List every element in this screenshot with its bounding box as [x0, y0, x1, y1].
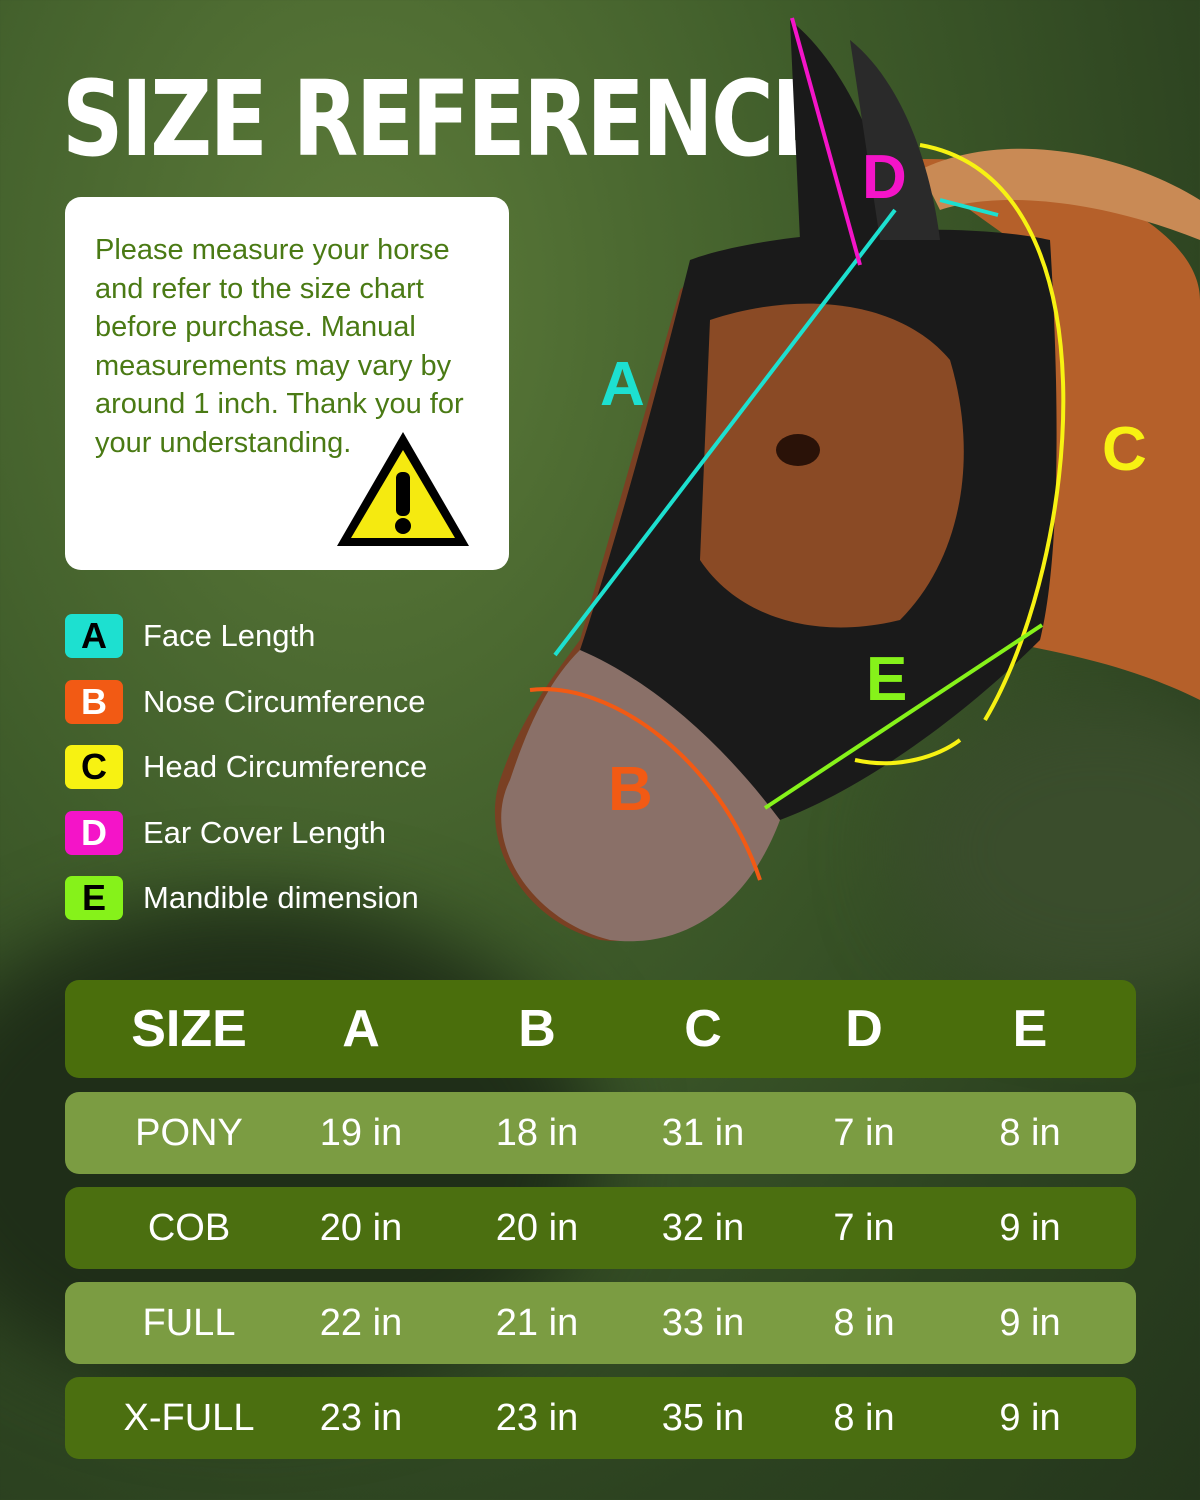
arrow-a [553, 208, 897, 657]
table-cell: FULL [142, 1301, 236, 1344]
table-cell: 9 in [999, 1206, 1061, 1249]
legend-badge: D [65, 810, 123, 855]
legend-label: Mandible dimension [143, 880, 419, 915]
table-cell: A [342, 1000, 380, 1058]
horse-eye [776, 434, 820, 466]
label-c: C [1102, 415, 1147, 484]
horse-diagram: A B C D E [494, 17, 1200, 942]
legend-label: Face Length [143, 618, 316, 653]
table-cell: 7 in [833, 1206, 895, 1249]
table-cell: E [1012, 1000, 1048, 1058]
notice-text: Please measure your horse and refer to t… [95, 234, 464, 459]
arrow-e [763, 623, 1044, 810]
table-cell: 8 in [999, 1111, 1061, 1154]
legend-item-e: E Mandible dimension [65, 876, 419, 920]
legend-badge: B [65, 679, 123, 724]
arrow-c-lower [854, 738, 962, 766]
table-row: PONY 19 in 18 in 31 in 7 in 8 in [65, 1092, 1136, 1174]
label-e: E [866, 645, 907, 714]
table-header: SIZE A B C D E [65, 980, 1136, 1078]
table-cell: 19 in [319, 1111, 403, 1154]
table-row: COB 20 in 20 in 32 in 7 in 9 in [65, 1187, 1136, 1269]
label-b: B [608, 755, 653, 824]
table-cell: 35 in [661, 1396, 745, 1439]
legend-label: Head Circumference [143, 749, 428, 784]
table-cell: 33 in [661, 1301, 745, 1344]
table-cell: SIZE [131, 1000, 247, 1058]
table-cell: 21 in [495, 1301, 579, 1344]
label-a: A [600, 350, 645, 419]
table-cell: 23 in [319, 1396, 403, 1439]
table-row: X-FULL 23 in 23 in 35 in 8 in 9 in [65, 1377, 1136, 1459]
table-cell: 7 in [833, 1111, 895, 1154]
legend-item-c: C Head Circumference [65, 745, 427, 789]
ear-right [850, 40, 940, 240]
table-cell: PONY [135, 1111, 243, 1154]
legend-badge: A [65, 614, 123, 658]
horse-nose [501, 650, 780, 942]
legend-label: Nose Circumference [143, 683, 426, 719]
table-cell: X-FULL [123, 1396, 255, 1439]
table-cell: COB [147, 1206, 231, 1249]
table-cell: 18 in [495, 1111, 579, 1154]
legend-badge: E [65, 876, 123, 920]
table-cell: 31 in [661, 1111, 745, 1154]
table-cell: 20 in [495, 1206, 579, 1249]
table-cell: 23 in [495, 1396, 579, 1439]
page-title: SIZE REFERENCE [62, 58, 830, 180]
label-d: D [862, 143, 907, 212]
legend-item-a: A Face Length [65, 614, 315, 658]
warning-icon [337, 432, 469, 546]
table-cell: C [684, 1000, 722, 1058]
legend-label: Ear Cover Length [143, 814, 386, 850]
table-cell: 9 in [999, 1396, 1061, 1439]
legend-item-b: B Nose Circumference [65, 679, 426, 724]
table-cell: 8 in [833, 1396, 895, 1439]
arrow-a-top [939, 198, 999, 217]
table-cell: 8 in [833, 1301, 895, 1344]
horse-mane [920, 148, 1200, 240]
table-cell: 22 in [319, 1301, 403, 1344]
legend-badge: C [65, 745, 123, 789]
arrow-d [790, 17, 862, 266]
table-cell: 9 in [999, 1301, 1061, 1344]
arrow-b [529, 687, 762, 881]
horse-face [700, 303, 964, 628]
table-cell: B [518, 1000, 556, 1058]
table-row: FULL 22 in 21 in 33 in 8 in 9 in [65, 1282, 1136, 1364]
notice-box: Please measure your horse and refer to t… [65, 197, 509, 570]
legend-item-d: D Ear Cover Length [65, 810, 386, 855]
table-cell: 20 in [319, 1206, 403, 1249]
table-cell: 32 in [661, 1206, 745, 1249]
table-cell: D [845, 1000, 883, 1058]
